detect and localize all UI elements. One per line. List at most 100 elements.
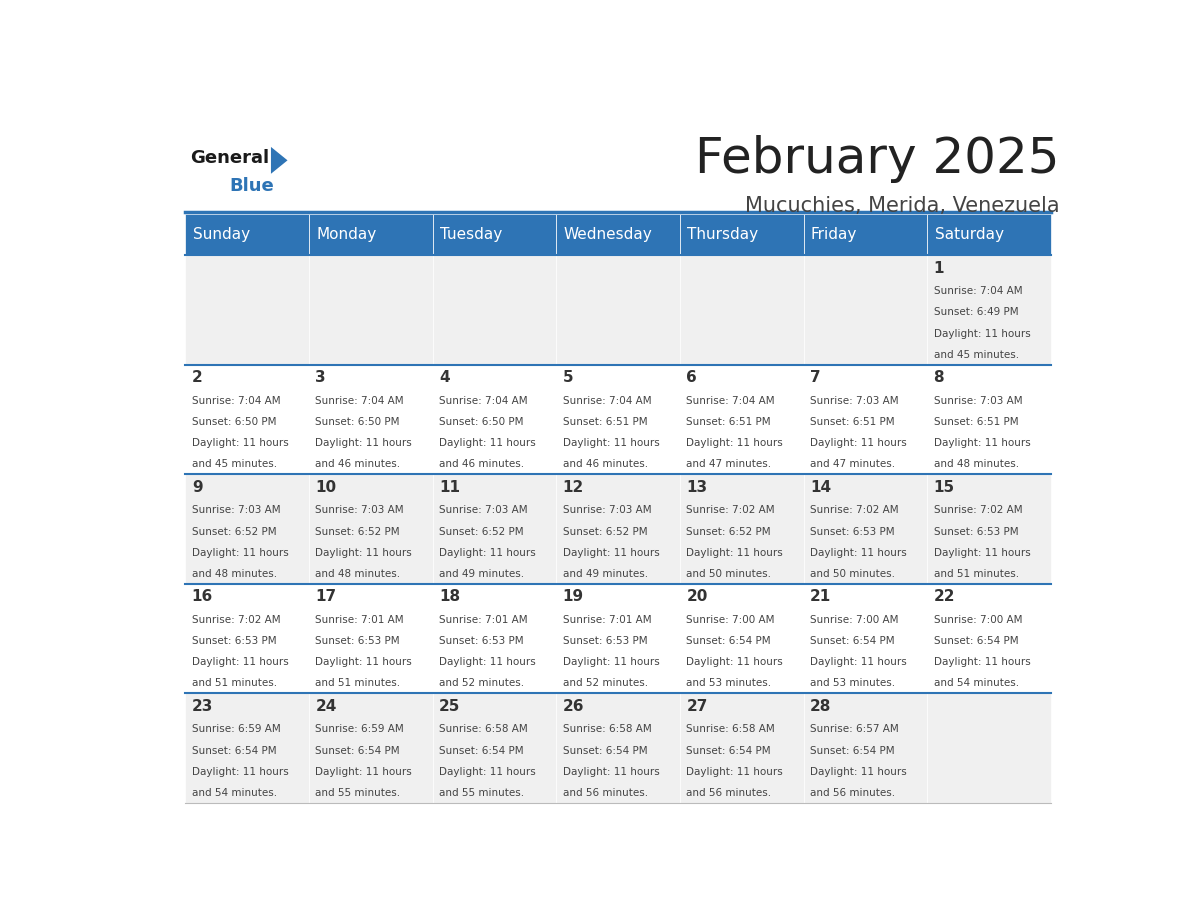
Text: Sunrise: 7:04 AM: Sunrise: 7:04 AM [440,396,527,406]
Bar [927,475,1051,584]
Text: 11: 11 [440,480,460,495]
Text: Daylight: 11 hours: Daylight: 11 hours [315,657,412,667]
Text: Sunrise: 6:58 AM: Sunrise: 6:58 AM [563,724,651,734]
Text: 10: 10 [315,480,336,495]
Text: Daylight: 11 hours: Daylight: 11 hours [810,657,906,667]
Text: and 46 minutes.: and 46 minutes. [315,459,400,469]
Text: Daylight: 11 hours: Daylight: 11 hours [563,548,659,558]
Text: Sunrise: 7:04 AM: Sunrise: 7:04 AM [315,396,404,406]
Text: Daylight: 11 hours: Daylight: 11 hours [563,767,659,777]
Text: 6: 6 [687,370,697,386]
Text: 27: 27 [687,699,708,714]
Text: Daylight: 11 hours: Daylight: 11 hours [440,767,536,777]
Text: and 47 minutes.: and 47 minutes. [687,459,771,469]
Text: Daylight: 11 hours: Daylight: 11 hours [191,767,289,777]
Text: Daylight: 11 hours: Daylight: 11 hours [687,657,783,667]
Text: Sunset: 6:53 PM: Sunset: 6:53 PM [440,636,524,646]
Text: 18: 18 [440,589,460,604]
Text: Sunrise: 6:59 AM: Sunrise: 6:59 AM [191,724,280,734]
Bar [927,255,1051,364]
Text: Daylight: 11 hours: Daylight: 11 hours [191,548,289,558]
Text: 28: 28 [810,699,832,714]
Bar [927,364,1051,475]
Bar [185,475,309,584]
Text: Sunrise: 7:02 AM: Sunrise: 7:02 AM [191,615,280,625]
Text: Sunset: 6:54 PM: Sunset: 6:54 PM [687,636,771,646]
Text: Sunset: 6:52 PM: Sunset: 6:52 PM [687,527,771,536]
Text: Sunrise: 7:00 AM: Sunrise: 7:00 AM [934,615,1022,625]
Text: Sunset: 6:54 PM: Sunset: 6:54 PM [687,745,771,756]
Text: Sunset: 6:51 PM: Sunset: 6:51 PM [687,417,771,427]
Bar [432,214,556,255]
Text: Daylight: 11 hours: Daylight: 11 hours [440,548,536,558]
Bar [185,584,309,693]
Text: and 55 minutes.: and 55 minutes. [315,788,400,798]
Text: Sunrise: 7:03 AM: Sunrise: 7:03 AM [934,396,1022,406]
Text: Sunrise: 7:01 AM: Sunrise: 7:01 AM [440,615,527,625]
Text: Wednesday: Wednesday [563,227,652,242]
Text: Sunset: 6:51 PM: Sunset: 6:51 PM [563,417,647,427]
Text: Daylight: 11 hours: Daylight: 11 hours [687,438,783,448]
Bar [432,693,556,803]
Text: Sunrise: 7:02 AM: Sunrise: 7:02 AM [810,505,898,515]
Text: and 56 minutes.: and 56 minutes. [687,788,771,798]
Text: Sunrise: 7:03 AM: Sunrise: 7:03 AM [315,505,404,515]
Text: Daylight: 11 hours: Daylight: 11 hours [810,438,906,448]
Text: Sunrise: 7:04 AM: Sunrise: 7:04 AM [687,396,775,406]
Text: 15: 15 [934,480,955,495]
Bar [680,364,803,475]
Text: Daylight: 11 hours: Daylight: 11 hours [563,657,659,667]
Text: Daylight: 11 hours: Daylight: 11 hours [191,657,289,667]
Text: and 46 minutes.: and 46 minutes. [563,459,647,469]
Bar [185,214,309,255]
Bar [556,693,680,803]
Text: Daylight: 11 hours: Daylight: 11 hours [687,767,783,777]
Text: Daylight: 11 hours: Daylight: 11 hours [934,438,1030,448]
Text: 4: 4 [440,370,450,386]
Text: Sunset: 6:50 PM: Sunset: 6:50 PM [440,417,524,427]
Bar [803,255,927,364]
Bar [556,255,680,364]
Bar [432,475,556,584]
Bar [803,364,927,475]
Bar [185,693,309,803]
Text: and 52 minutes.: and 52 minutes. [440,678,524,688]
Text: and 53 minutes.: and 53 minutes. [810,678,895,688]
Text: Daylight: 11 hours: Daylight: 11 hours [934,548,1030,558]
Text: 13: 13 [687,480,707,495]
Bar [680,255,803,364]
Text: and 55 minutes.: and 55 minutes. [440,788,524,798]
Text: and 51 minutes.: and 51 minutes. [315,678,400,688]
Text: Daylight: 11 hours: Daylight: 11 hours [934,329,1030,339]
Text: Sunrise: 6:57 AM: Sunrise: 6:57 AM [810,724,898,734]
Text: Sunrise: 6:59 AM: Sunrise: 6:59 AM [315,724,404,734]
Bar [803,475,927,584]
Bar [185,255,309,364]
Text: 17: 17 [315,589,336,604]
Text: 20: 20 [687,589,708,604]
Text: and 53 minutes.: and 53 minutes. [687,678,771,688]
Text: Sunrise: 7:03 AM: Sunrise: 7:03 AM [563,505,651,515]
Text: Sunset: 6:52 PM: Sunset: 6:52 PM [440,527,524,536]
Text: Daylight: 11 hours: Daylight: 11 hours [440,657,536,667]
Text: and 50 minutes.: and 50 minutes. [810,569,895,579]
Text: and 45 minutes.: and 45 minutes. [934,350,1019,360]
Bar [556,475,680,584]
Text: Sunset: 6:49 PM: Sunset: 6:49 PM [934,308,1018,318]
Bar [309,214,432,255]
Bar [556,584,680,693]
Text: Sunrise: 7:00 AM: Sunrise: 7:00 AM [810,615,898,625]
Text: Sunset: 6:50 PM: Sunset: 6:50 PM [315,417,400,427]
Text: and 50 minutes.: and 50 minutes. [687,569,771,579]
Text: Sunrise: 7:04 AM: Sunrise: 7:04 AM [191,396,280,406]
Text: 1: 1 [934,261,944,275]
Text: Daylight: 11 hours: Daylight: 11 hours [687,548,783,558]
Text: and 56 minutes.: and 56 minutes. [810,788,895,798]
Text: Sunset: 6:52 PM: Sunset: 6:52 PM [191,527,277,536]
Text: Sunset: 6:54 PM: Sunset: 6:54 PM [191,745,277,756]
Text: Daylight: 11 hours: Daylight: 11 hours [810,767,906,777]
Bar [927,693,1051,803]
Bar [927,214,1051,255]
Text: Sunset: 6:51 PM: Sunset: 6:51 PM [810,417,895,427]
Text: Sunset: 6:53 PM: Sunset: 6:53 PM [563,636,647,646]
